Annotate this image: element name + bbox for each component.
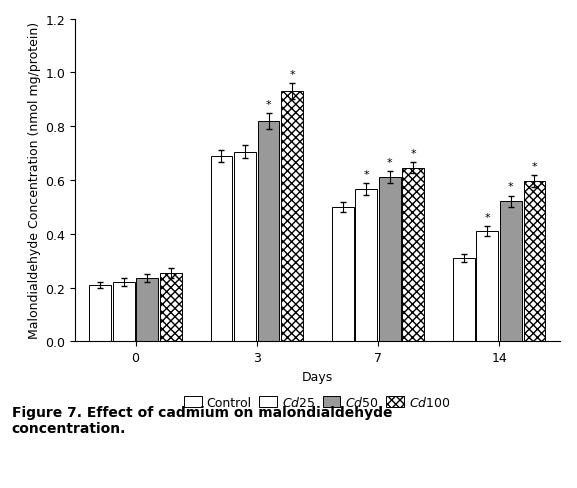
Bar (89, 285, 111, 342)
Text: *: * (289, 70, 295, 80)
Text: *: * (364, 170, 369, 180)
Bar (281, 92, 303, 342)
Text: *: * (485, 213, 490, 223)
Bar (379, 178, 400, 342)
Bar (113, 283, 134, 342)
Bar (477, 232, 498, 342)
Bar (211, 156, 233, 342)
Bar (332, 207, 354, 342)
Bar (402, 168, 424, 342)
Bar (258, 122, 279, 342)
Bar (160, 273, 182, 342)
Legend: Control, $\it{Cd25}$, $\it{Cd50}$, $\it{Cd100}$: Control, $\it{Cd25}$, $\it{Cd50}$, $\it{… (179, 390, 456, 414)
X-axis label: Days: Days (302, 370, 333, 383)
Text: *: * (410, 149, 416, 159)
Bar (500, 202, 522, 342)
Y-axis label: Malondialdehyde Concentration (nmol mg/protein): Malondialdehyde Concentration (nmol mg/p… (28, 22, 41, 339)
Bar (523, 182, 545, 342)
Text: *: * (266, 100, 271, 109)
Bar (355, 190, 377, 342)
Text: *: * (531, 162, 537, 172)
Text: *: * (508, 182, 514, 192)
Bar (137, 279, 158, 342)
Text: *: * (387, 158, 392, 168)
Bar (453, 259, 475, 342)
Bar (234, 152, 256, 342)
Text: Figure 7. Effect of cadmium on malondialdehyde
concentration.: Figure 7. Effect of cadmium on malondial… (12, 405, 392, 435)
